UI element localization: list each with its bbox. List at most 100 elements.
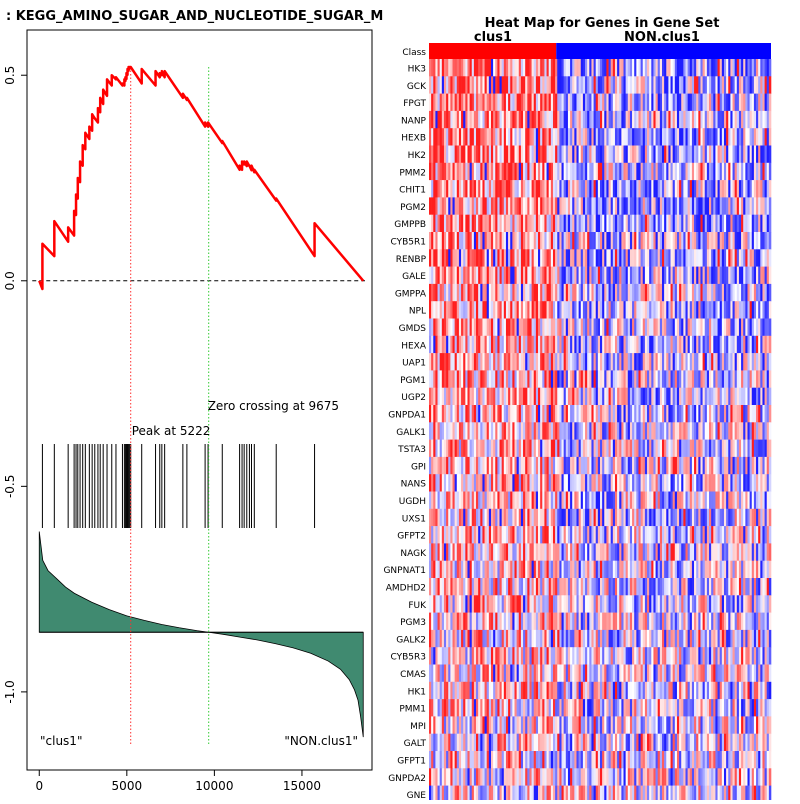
heatmap-cell <box>504 146 506 164</box>
heatmap-cell <box>696 284 698 302</box>
heatmap-cell <box>634 492 636 510</box>
heatmap-cell <box>431 301 433 319</box>
heatmap-cell <box>630 370 632 388</box>
heatmap-cell <box>502 301 504 319</box>
heatmap-cell <box>709 509 711 527</box>
heatmap-cell <box>472 59 474 77</box>
heatmap-cell <box>527 249 529 267</box>
heatmap-cell <box>762 353 764 371</box>
heatmap-cell <box>594 405 596 423</box>
heatmap-cell <box>472 388 474 406</box>
heatmap-cell <box>604 163 606 181</box>
x-tick-label: 5000 <box>112 779 143 793</box>
heatmap-cell <box>555 94 557 112</box>
heatmap-cell <box>579 474 581 492</box>
heatmap-cell <box>624 319 626 337</box>
heatmap-cell <box>538 474 540 492</box>
heatmap-cell <box>433 526 435 544</box>
heatmap-cell <box>594 543 596 561</box>
heatmap-cell <box>547 197 549 215</box>
heatmap-cell <box>549 370 551 388</box>
heatmap-cell <box>752 457 754 475</box>
heatmap-cell <box>564 197 566 215</box>
heatmap-cell <box>472 440 474 458</box>
heatmap-cell <box>634 249 636 267</box>
heatmap-cell <box>666 128 668 146</box>
heatmap-cell <box>737 76 739 94</box>
heatmap-cell <box>741 59 743 77</box>
heatmap-cell <box>653 440 655 458</box>
heatmap-cell <box>444 370 446 388</box>
heatmap-cell <box>523 180 525 198</box>
heatmap-cell <box>485 215 487 233</box>
heatmap-cell <box>760 284 762 302</box>
heatmap-cell <box>461 561 463 579</box>
heatmap-cell <box>435 249 437 267</box>
heatmap-cell <box>660 370 662 388</box>
heatmap-cell <box>474 146 476 164</box>
heatmap-cell <box>579 422 581 440</box>
heatmap-cell <box>540 474 542 492</box>
heatmap-cell <box>747 561 749 579</box>
heatmap-cell <box>495 474 497 492</box>
heatmap-cell <box>446 76 448 94</box>
heatmap-cell <box>589 543 591 561</box>
heatmap-cell <box>444 163 446 181</box>
heatmap-cell <box>671 197 673 215</box>
heatmap-cell <box>519 543 521 561</box>
heatmap-cell <box>585 509 587 527</box>
heatmap-cell <box>720 180 722 198</box>
heatmap-cell <box>609 578 611 596</box>
heatmap-cell <box>758 457 760 475</box>
heatmap-cell <box>692 370 694 388</box>
heatmap-cell <box>718 561 720 579</box>
heatmap-cell <box>440 301 442 319</box>
heatmap-cell <box>480 197 482 215</box>
heatmap-cell <box>683 353 685 371</box>
heatmap-cell <box>735 128 737 146</box>
heatmap-cell <box>604 146 606 164</box>
heatmap-cell <box>500 353 502 371</box>
heatmap-cell <box>675 474 677 492</box>
heatmap-cell <box>621 336 623 354</box>
heatmap-cell <box>433 267 435 285</box>
heatmap-cell <box>666 301 668 319</box>
heatmap-cell <box>542 284 544 302</box>
heatmap-cell <box>760 370 762 388</box>
heatmap-cell <box>765 561 767 579</box>
heatmap-cell <box>444 474 446 492</box>
heatmap-cell <box>769 76 771 94</box>
heatmap-cell <box>626 457 628 475</box>
heatmap-cell <box>628 509 630 527</box>
heatmap-cell <box>544 301 546 319</box>
heatmap-cell <box>536 76 538 94</box>
heatmap-cell <box>681 146 683 164</box>
heatmap-cell <box>500 59 502 77</box>
heatmap-cell <box>630 388 632 406</box>
heatmap-cell <box>440 578 442 596</box>
heatmap-cell <box>517 543 519 561</box>
heatmap-cell <box>540 370 542 388</box>
heatmap-cell <box>679 440 681 458</box>
heatmap-cell <box>461 128 463 146</box>
heatmap-cell <box>579 440 581 458</box>
heatmap-cell <box>467 232 469 250</box>
heatmap-cell <box>694 59 696 77</box>
heatmap-cell <box>765 180 767 198</box>
heatmap-cell <box>574 146 576 164</box>
heatmap-cell <box>628 422 630 440</box>
heatmap-cell <box>728 215 730 233</box>
heatmap-cell <box>562 492 564 510</box>
heatmap-cell <box>549 336 551 354</box>
heatmap-cell <box>666 526 668 544</box>
heatmap-cell <box>480 215 482 233</box>
heatmap-cell <box>698 405 700 423</box>
heatmap-cell <box>613 128 615 146</box>
heatmap-cell <box>681 440 683 458</box>
heatmap-cell <box>737 422 739 440</box>
heatmap-cell <box>681 249 683 267</box>
heatmap-cell <box>576 509 578 527</box>
heatmap-cell <box>606 353 608 371</box>
heatmap-cell <box>713 163 715 181</box>
heatmap-cell <box>606 319 608 337</box>
